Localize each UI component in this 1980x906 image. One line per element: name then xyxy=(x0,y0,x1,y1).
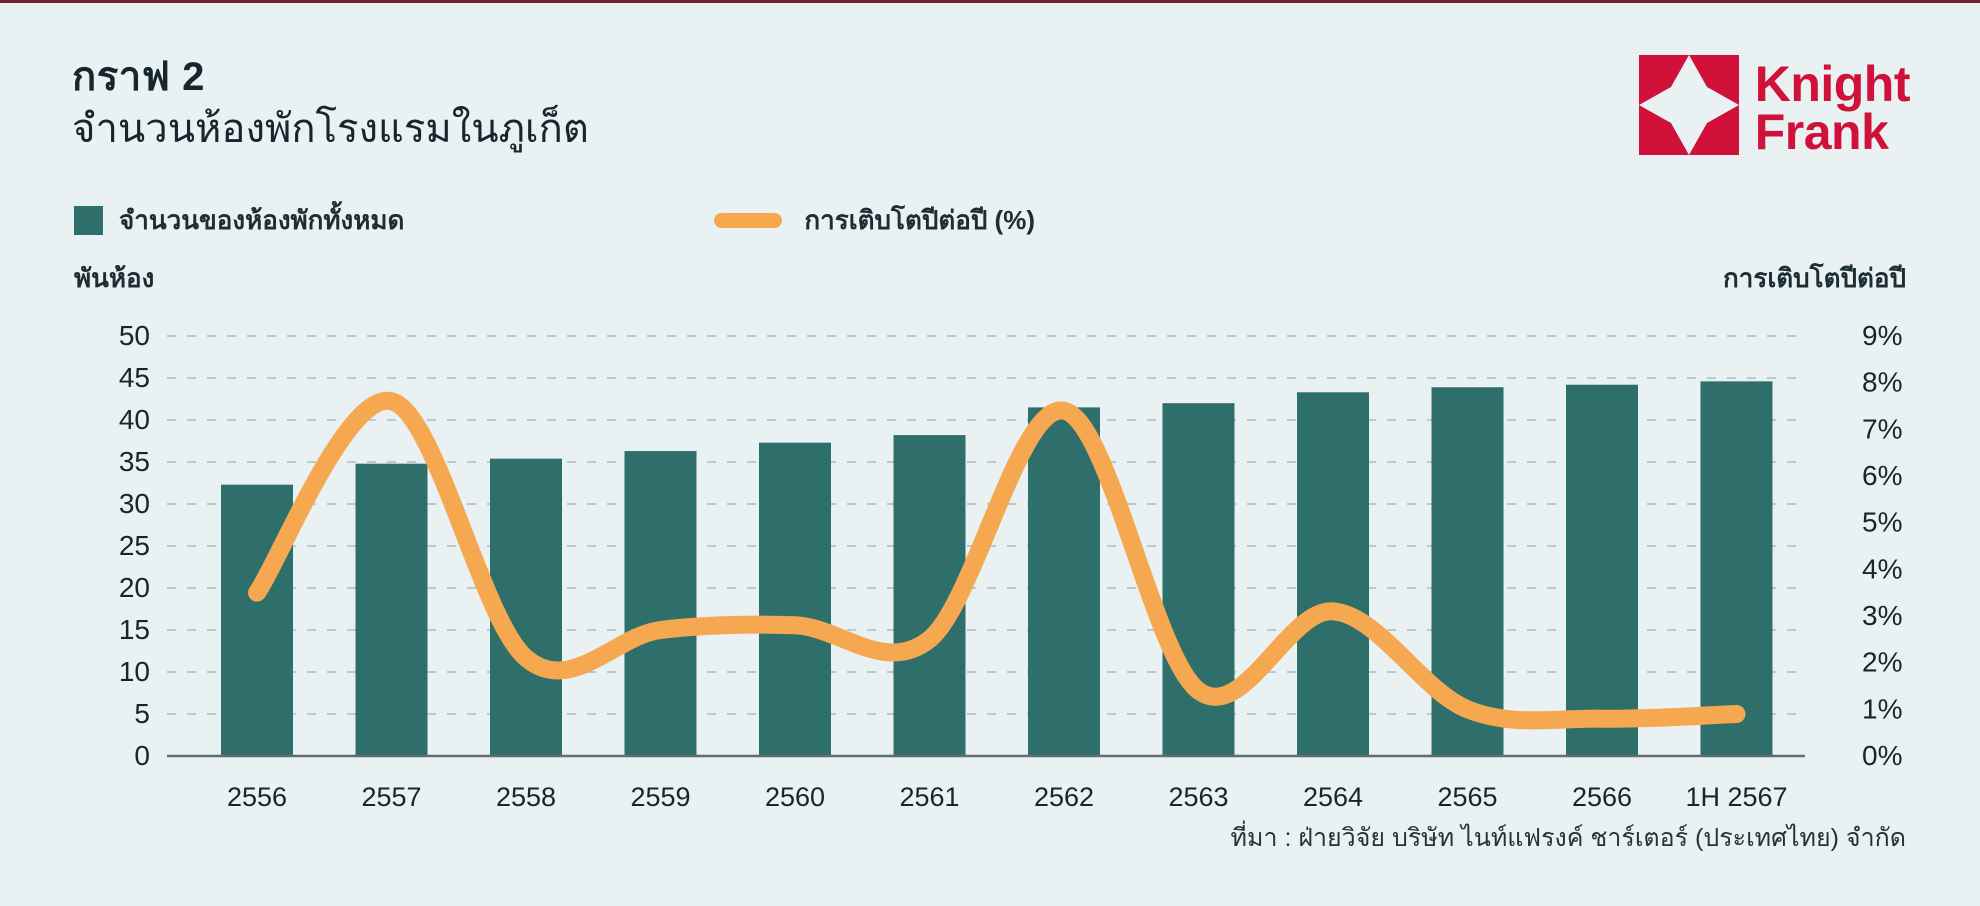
bar xyxy=(1566,384,1638,756)
right-axis-tick-label: 5% xyxy=(1862,507,1902,538)
x-axis-category-label: 2563 xyxy=(1168,782,1228,812)
left-axis-tick-label: 30 xyxy=(119,488,150,519)
right-axis-tick-label: 0% xyxy=(1862,740,1902,771)
x-axis-category-label: 2559 xyxy=(630,782,690,812)
right-axis-tick-label: 9% xyxy=(1862,320,1902,351)
right-axis-tick-label: 7% xyxy=(1862,413,1902,444)
left-axis-tick-label: 10 xyxy=(119,656,150,687)
bar xyxy=(221,484,293,756)
top-accent-strip xyxy=(0,0,1980,3)
wordmark-line1: Knight xyxy=(1754,55,1911,112)
bar-series-swatch-icon xyxy=(74,206,103,235)
left-axis-tick-label: 5 xyxy=(134,698,150,729)
right-axis-title: การเติบโตปีต่อปี xyxy=(1723,263,1906,293)
knight-frank-logo-icon xyxy=(1638,55,1739,160)
x-axis-category-label: 1H 2567 xyxy=(1685,782,1787,812)
left-axis-tick-label: 50 xyxy=(119,320,150,351)
x-axis-category-label: 2566 xyxy=(1572,782,1632,812)
x-axis-category-label: 2562 xyxy=(1034,782,1094,812)
x-axis-category-label: 2561 xyxy=(899,782,959,812)
line-series-swatch-icon xyxy=(714,213,783,228)
x-axis-category-label: 2558 xyxy=(496,782,556,812)
bar xyxy=(1028,407,1100,756)
left-axis-title: พันห้อง xyxy=(74,263,155,293)
bar-series-label: จำนวนของห้องพักทั้งหมด xyxy=(119,205,405,235)
x-axis-category-label: 2565 xyxy=(1437,782,1497,812)
left-axis-tick-label: 20 xyxy=(119,572,150,603)
growth-line xyxy=(248,392,1746,730)
right-axis-tick-label: 2% xyxy=(1862,647,1902,678)
wordmark-line2: Frank xyxy=(1754,103,1889,160)
left-axis-tick-label: 35 xyxy=(119,446,150,477)
left-axis-tick-label: 45 xyxy=(119,362,150,393)
left-axis-tick-label: 0 xyxy=(134,740,150,771)
x-axis-category-label: 2560 xyxy=(765,782,825,812)
right-axis-tick-label: 3% xyxy=(1862,600,1902,631)
knight-frank-logo: Knight Frank xyxy=(1638,55,1911,160)
page-subtitle: จำนวนห้องพักโรงแรมในภูเก็ต xyxy=(72,107,589,151)
x-axis-category-label: 2556 xyxy=(227,782,287,812)
right-axis-tick-label: 6% xyxy=(1862,460,1902,491)
knight-frank-wordmark: Knight Frank xyxy=(1754,55,1911,160)
bar xyxy=(759,442,831,756)
bar xyxy=(624,451,697,756)
bar xyxy=(355,463,428,756)
line-series-label: การเติบโตปีต่อปี (%) xyxy=(804,205,1035,235)
right-axis-tick-label: 1% xyxy=(1862,693,1902,724)
bar xyxy=(1700,381,1773,756)
source-note: ที่มา : ฝ่ายวิจัย บริษัท ไนท์แฟรงค์ ชาร์… xyxy=(1230,824,1907,852)
bar xyxy=(1297,392,1369,756)
legend: จำนวนของห้องพักทั้งหมด การเติบโตปีต่อปี … xyxy=(74,200,1035,241)
right-axis-tick-label: 4% xyxy=(1862,553,1902,584)
left-axis-tick-label: 15 xyxy=(119,614,150,645)
x-axis-category-label: 2557 xyxy=(361,782,421,812)
x-axis-category-label: 2564 xyxy=(1303,782,1363,812)
left-axis-tick-label: 25 xyxy=(119,530,150,561)
left-axis-tick-label: 40 xyxy=(119,404,150,435)
page-title: กราฟ 2 xyxy=(72,55,205,99)
right-axis-tick-label: 8% xyxy=(1862,367,1902,398)
